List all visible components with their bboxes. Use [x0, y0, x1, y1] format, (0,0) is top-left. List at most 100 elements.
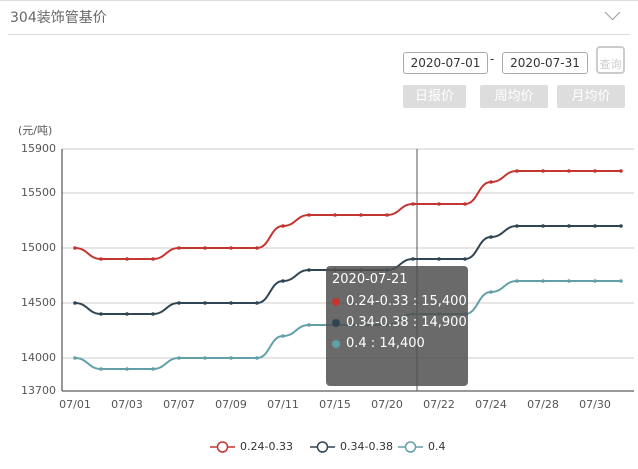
point	[307, 323, 311, 327]
point	[463, 257, 467, 261]
tooltip-row: 0.24-0.33 : 15,400	[332, 294, 467, 309]
tooltip-text: 0.24-0.33 : 15,400	[346, 294, 467, 309]
tooltip-text: 0.4 : 14,400	[346, 336, 425, 351]
point	[99, 312, 103, 316]
point	[593, 279, 597, 283]
x-tick-label: 07/22	[423, 398, 455, 411]
point	[177, 356, 181, 360]
date-separator: -	[490, 52, 495, 66]
query-button[interactable]: 查询	[596, 46, 625, 74]
x-tick-label: 07/30	[579, 398, 611, 411]
point	[255, 246, 259, 250]
point	[515, 279, 519, 283]
x-tick-label: 07/28	[527, 398, 559, 411]
point	[411, 257, 415, 261]
point	[619, 224, 623, 228]
point	[307, 268, 311, 272]
point	[203, 246, 207, 250]
point	[489, 235, 493, 239]
y-tick-label: 15000	[21, 241, 56, 254]
y-tick-label: 15500	[21, 186, 56, 199]
divider	[8, 34, 630, 35]
daily-button[interactable]: 日报价	[403, 85, 466, 108]
point	[151, 367, 155, 371]
tooltip-title: 2020-07-21	[332, 272, 408, 287]
end-date[interactable]: 2020-07-31	[502, 52, 588, 74]
weekly-button[interactable]: 周均价	[480, 85, 548, 108]
point	[229, 246, 233, 250]
point	[255, 356, 259, 360]
point	[255, 301, 259, 305]
tooltip-dot	[332, 339, 340, 348]
legend-marker	[404, 441, 417, 453]
point	[437, 257, 441, 261]
point	[411, 202, 415, 206]
point	[125, 257, 129, 261]
point	[567, 169, 571, 173]
point	[281, 334, 285, 338]
point	[99, 257, 103, 261]
point	[385, 213, 389, 217]
point	[437, 202, 441, 206]
point	[73, 301, 77, 305]
point	[567, 279, 571, 283]
legend-item: 0.34-0.38	[310, 440, 393, 453]
legend-label: 0.24-0.33	[240, 440, 293, 453]
y-tick-label: 15900	[21, 142, 56, 155]
point	[593, 224, 597, 228]
point	[515, 169, 519, 173]
point	[229, 301, 233, 305]
point	[567, 224, 571, 228]
start-date[interactable]: 2020-07-01	[403, 52, 488, 74]
x-tick-label: 07/20	[371, 398, 403, 411]
point	[73, 246, 77, 250]
point	[203, 356, 207, 360]
legend-item: 0.24-0.33	[210, 440, 293, 453]
tooltip: 2020-07-21 0.24-0.33 : 15,400 0.34-0.38 :…	[326, 266, 468, 386]
point	[125, 367, 129, 371]
point	[125, 312, 129, 316]
x-tick-label: 07/07	[163, 398, 195, 411]
x-tick-label: 07/09	[215, 398, 247, 411]
tooltip-row: 0.4 : 14,400	[332, 336, 425, 351]
y-tick-label: 13700	[21, 384, 56, 397]
point	[593, 169, 597, 173]
tooltip-row: 0.34-0.38 : 14,900	[332, 315, 467, 330]
tooltip-dot	[332, 297, 340, 306]
point	[359, 213, 363, 217]
point	[281, 224, 285, 228]
point	[489, 290, 493, 294]
point	[307, 213, 311, 217]
point	[619, 169, 623, 173]
series-line	[74, 170, 621, 260]
point	[229, 356, 233, 360]
x-tick-label: 07/15	[319, 398, 351, 411]
legend-marker	[316, 441, 329, 453]
point	[177, 301, 181, 305]
point	[541, 279, 545, 283]
point	[541, 169, 545, 173]
monthly-button[interactable]: 月均价	[557, 85, 625, 108]
tooltip-text: 0.34-0.38 : 14,900	[346, 315, 467, 330]
x-tick-label: 07/24	[475, 398, 507, 411]
point	[99, 367, 103, 371]
point	[489, 180, 493, 184]
point	[151, 312, 155, 316]
point	[73, 356, 77, 360]
point	[515, 224, 519, 228]
point	[541, 224, 545, 228]
legend-label: 0.4	[428, 440, 446, 453]
y-tick-label: 14000	[21, 351, 56, 364]
x-tick-label: 07/03	[111, 398, 143, 411]
point	[463, 202, 467, 206]
x-tick-label: 07/01	[59, 398, 91, 411]
point	[281, 279, 285, 283]
point	[333, 213, 337, 217]
point	[619, 279, 623, 283]
x-tick-label: 07/11	[267, 398, 299, 411]
legend-marker	[216, 441, 229, 453]
page-title: 304装饰管基价	[10, 10, 107, 26]
point	[203, 301, 207, 305]
